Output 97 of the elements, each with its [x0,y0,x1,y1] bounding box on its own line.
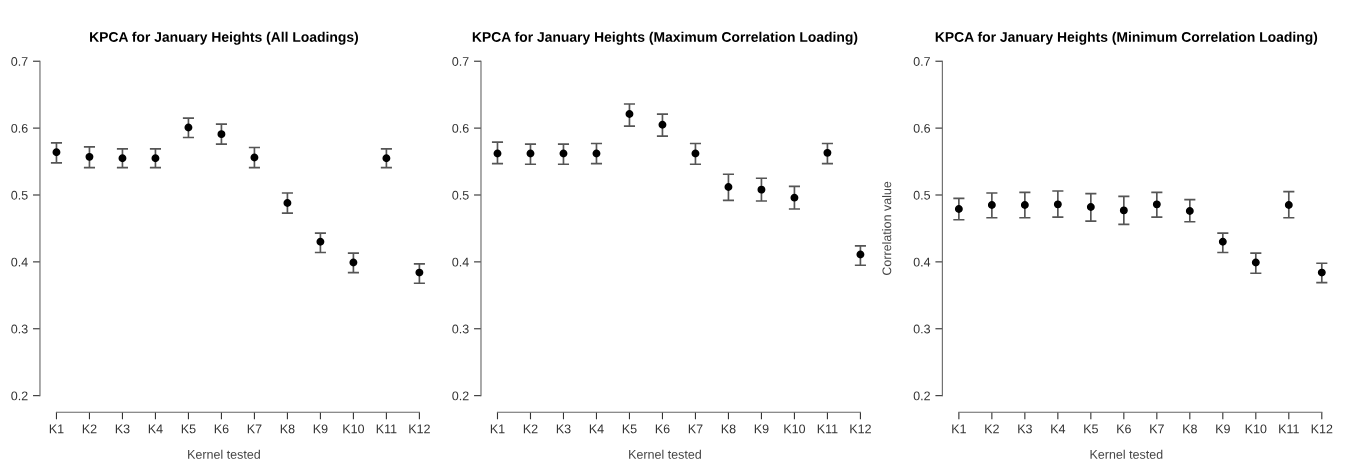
point [415,268,424,277]
x-tick-label: K9 [1216,424,1230,434]
x-tick-label: K7 [247,424,262,434]
point [493,149,502,158]
point [592,149,601,158]
point [1185,207,1194,215]
point [1251,258,1260,267]
x-tick-label: K1 [952,424,966,434]
x-axis-title: Kernel tested [188,449,260,459]
x-tick-label: K2 [523,424,538,434]
x-tick-label: K11 [817,424,838,434]
x-tick-label: K9 [754,424,769,434]
point [250,153,259,162]
point [691,149,700,158]
x-tick-label: K10 [343,424,365,434]
x-tick-label: K2 [82,424,97,434]
x-tick-label: K7 [688,424,703,434]
y-axis-title: Correlation value [882,181,892,276]
x-axis-title: Kernel tested [629,449,701,459]
y-tick-label: 0.5 [452,190,469,200]
y-tick-label: 0.4 [913,257,931,267]
y-tick-label: 0.4 [11,257,28,267]
point [856,250,865,259]
x-tick-label: K9 [313,424,328,434]
x-tick-label: K2 [985,424,999,434]
x-tick-label: K10 [1245,424,1267,434]
x-tick-label: K4 [589,424,604,434]
point [283,199,292,207]
point [316,237,325,246]
x-tick-label: K1 [49,424,64,434]
chart-title: KPCA for January Heights (Maximum Correlation Loading) [472,31,858,45]
point [1152,200,1161,209]
y-tick-label: 0.3 [913,324,931,334]
x-tick-label: K8 [1183,424,1197,434]
x-tick-label: K8 [280,424,295,434]
point [526,149,535,158]
point [823,148,832,157]
x-tick-label: K1 [490,424,505,434]
x-tick-label: K8 [721,424,736,434]
y-tick-label: 0.4 [452,257,469,267]
point [217,130,226,139]
x-tick-label: K7 [1150,424,1164,434]
y-tick-label: 0.6 [913,123,931,133]
point [658,120,667,129]
chart-title: KPCA for January Heights (All Loadings) [90,31,359,45]
y-tick-label: 0.7 [913,57,930,66]
x-tick-label: K12 [850,424,871,434]
x-tick-label: K6 [655,424,670,434]
x-tick-label: K12 [1311,424,1333,434]
y-tick-label: 0.5 [11,190,28,200]
x-tick-label: K6 [1117,424,1131,434]
point [382,154,391,163]
x-tick-label: K11 [1279,424,1299,434]
x-tick-label: K3 [556,424,571,434]
point [757,185,766,194]
y-tick-label: 0.3 [11,324,28,334]
y-tick-label: 0.6 [452,123,469,133]
point [52,148,61,157]
x-tick-label: K4 [148,424,163,434]
point [1284,201,1293,209]
point [1119,206,1128,215]
x-tick-label: K10 [784,424,806,434]
point [1218,237,1227,246]
y-tick-label: 0.2 [913,391,930,401]
x-tick-label: K11 [376,424,397,434]
y-tick-label: 0.6 [11,123,28,133]
y-tick-label: 0.3 [452,324,469,334]
y-tick-label: 0.2 [452,391,469,401]
x-tick-label: K4 [1051,424,1066,434]
x-tick-label: K6 [214,424,229,434]
y-tick-label: 0.7 [11,57,28,66]
point [151,154,160,163]
point [1053,200,1062,209]
point [349,258,358,267]
point [559,149,568,158]
x-tick-label: K5 [622,424,637,434]
point [724,183,733,191]
point [625,110,634,119]
x-tick-label: K5 [1084,424,1098,434]
point [184,123,193,132]
point [1317,268,1326,277]
x-tick-label: K12 [409,424,430,434]
x-tick-label: K5 [181,424,196,434]
point [1086,203,1095,211]
y-tick-label: 0.7 [452,57,469,66]
x-axis-title: Kernel tested [1090,449,1163,459]
x-tick-label: K3 [1018,424,1032,434]
point [987,201,996,209]
x-tick-label: K3 [115,424,130,434]
y-tick-label: 0.2 [11,391,28,401]
point [790,193,799,202]
point [85,152,94,161]
point [118,154,127,163]
point [1020,201,1029,209]
point [954,205,963,213]
chart-title: KPCA for January Heights (Minimum Correlation Loading) [935,31,1318,45]
y-tick-label: 0.5 [913,190,931,200]
